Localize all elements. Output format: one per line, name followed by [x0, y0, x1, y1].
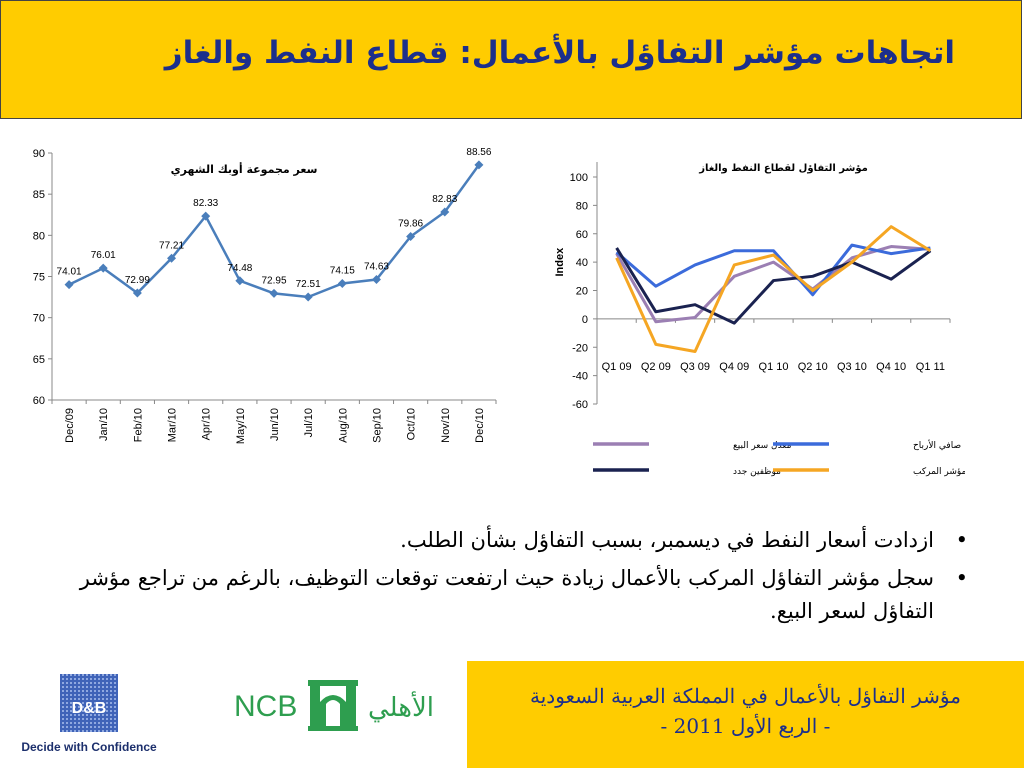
chart-title: سعر مجموعة أوبك الشهري [171, 162, 318, 176]
legend-label: المؤشر المركب [913, 467, 965, 477]
x-tick-label: Q3 09 [680, 361, 710, 373]
bullet-list: • ازدادت أسعار النفط في ديسمبر، بسبب الت… [36, 524, 972, 633]
ncb-emblem-icon [308, 680, 358, 731]
y-tick-label: 85 [33, 189, 45, 201]
data-label: 76.01 [91, 250, 116, 261]
data-label: 82.33 [193, 198, 218, 209]
legend-label: صافي الأرباح [913, 439, 961, 451]
data-point [201, 211, 211, 221]
series-line [615, 247, 932, 325]
x-tick-label: Apr/10 [201, 408, 213, 440]
data-label: 72.51 [296, 279, 321, 290]
y-tick-label: 60 [576, 229, 588, 241]
x-tick-label: Jul/10 [303, 408, 315, 437]
x-tick-label: Q1 09 [602, 361, 632, 373]
oil-gas-optimism-chart: -60 -40 -20 0 20 40 60 80 100 Q1 09 Q2 09 Q3 09 Q4 0… [554, 162, 965, 477]
ncb-arabic-text: الأهلي [368, 690, 434, 723]
x-tick-label: Q3 10 [837, 361, 867, 373]
bullet-dot: • [955, 565, 968, 590]
footer-text: مؤشر التفاؤل بالأعمال في المملكة العربية… [467, 681, 1024, 741]
data-point [235, 276, 245, 286]
data-label: 88.56 [466, 147, 491, 158]
dnb-tagline: Decide with Confidence [21, 740, 157, 754]
data-point [64, 280, 74, 290]
data-label: 72.95 [261, 275, 286, 286]
x-tick-label: Sep/10 [371, 408, 383, 443]
x-tick-label: Nov/10 [440, 408, 452, 443]
footer-line-1: مؤشر التفاؤل بالأعمال في المملكة العربية… [530, 684, 961, 708]
legend-label: موظفين جدد [733, 467, 781, 477]
x-tick-label: Q4 10 [876, 361, 906, 373]
y-tick-label: -40 [572, 371, 588, 383]
x-tick-label: Q2 09 [641, 361, 671, 373]
x-tick-label: Jun/10 [269, 408, 281, 441]
x-tick-label: Dec/10 [474, 408, 486, 443]
x-tick-label: Aug/10 [337, 408, 349, 443]
opec-price-chart: 60 65 70 75 80 85 90 Dec/09 Jan/10 Feb/10 Mar/10 Ap… [33, 147, 497, 444]
y-tick-label: -20 [572, 342, 588, 354]
header-banner: اتجاهات مؤشر التفاؤل بالأعمال: قطاع النف… [0, 0, 1022, 119]
series-line [615, 225, 932, 354]
ncb-latin-text: NCB [234, 690, 297, 723]
footer-line-2: - الربع الأول 2011 - [660, 714, 831, 738]
y-tick-label: 40 [576, 257, 588, 269]
data-label: 74.48 [227, 263, 252, 274]
y-axis-label: Index [554, 247, 566, 277]
y-tick-label: 90 [33, 148, 45, 160]
y-tick-label: 70 [33, 313, 45, 325]
x-tick-label: Q4 09 [719, 361, 749, 373]
y-tick-label: -60 [572, 399, 588, 411]
series-line [615, 243, 931, 297]
data-point [132, 288, 142, 298]
x-tick-label: Oct/10 [406, 408, 418, 440]
data-label: 82.83 [432, 194, 457, 205]
y-tick-label: 75 [33, 272, 45, 284]
bullet-item: • ازدادت أسعار النفط في ديسمبر، بسبب الت… [36, 524, 972, 558]
bullet-dot: • [955, 528, 968, 552]
y-tick-label: 20 [576, 286, 588, 298]
data-point [474, 160, 484, 170]
data-point [371, 275, 381, 285]
x-tick-label: Dec/09 [64, 408, 76, 443]
y-tick-label: 0 [582, 314, 588, 326]
data-point [406, 231, 416, 241]
x-tick-label: Mar/10 [167, 408, 179, 442]
data-point [440, 207, 450, 217]
bullet-item: • سجل مؤشر التفاؤل المركب بالأعمال زيادة… [36, 562, 972, 629]
bullet-text: سجل مؤشر التفاؤل المركب بالأعمال زيادة ح… [79, 565, 934, 624]
x-tick-label: Q1 11 [916, 361, 945, 373]
data-label: 79.86 [398, 218, 423, 229]
data-point [269, 288, 279, 298]
x-tick-label: May/10 [235, 408, 247, 444]
y-tick-label: 65 [33, 354, 45, 366]
dnb-logo: D&B Decide with Confidence [21, 674, 157, 754]
y-tick-label: 80 [33, 230, 45, 242]
dnb-logo-name: D&B [72, 700, 107, 717]
data-point [337, 278, 347, 288]
legend-label: معدل سعر البيع [733, 441, 792, 451]
data-point [303, 292, 313, 302]
footer-banner: مؤشر التفاؤل بالأعمال في المملكة العربية… [467, 661, 1024, 768]
data-label: 72.99 [125, 275, 150, 286]
x-tick-label: Q2 10 [798, 361, 828, 373]
y-tick-label: 100 [570, 172, 588, 184]
data-point [98, 263, 108, 273]
data-label: 74.01 [57, 267, 82, 278]
page-title: اتجاهات مؤشر التفاؤل بالأعمال: قطاع النف… [164, 35, 955, 71]
bullet-text: ازدادت أسعار النفط في ديسمبر، بسبب التفا… [400, 528, 934, 552]
x-tick-label: Jan/10 [98, 408, 110, 441]
ncb-logo: NCB الأهلي [234, 680, 434, 731]
data-label: 74.63 [364, 262, 389, 273]
chart-title: مؤشر التفاؤل لقطاع النفط والغاز [698, 163, 868, 174]
dnb-logo-mark [60, 674, 118, 732]
x-tick-label: Feb/10 [132, 408, 144, 442]
data-label: 77.21 [159, 240, 184, 251]
data-label: 74.15 [330, 265, 355, 276]
x-tick-label: Q1 10 [759, 361, 789, 373]
y-tick-label: 80 [576, 200, 588, 212]
y-tick-label: 60 [33, 395, 45, 407]
